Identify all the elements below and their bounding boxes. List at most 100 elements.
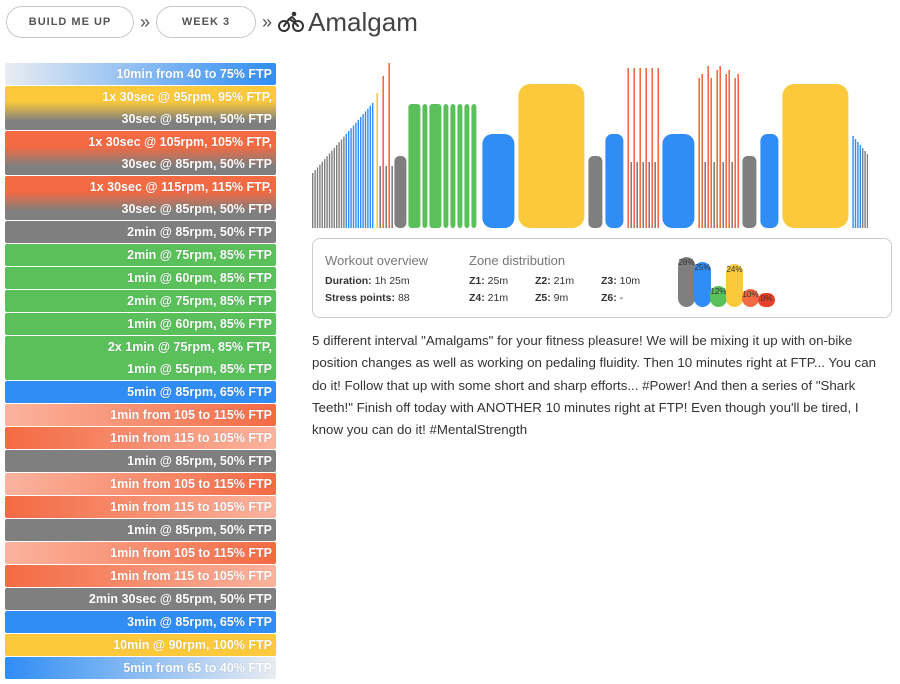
- zone-z4: Z4: 21m: [469, 292, 508, 304]
- workout-description: 5 different interval "Amalgams" for your…: [312, 333, 876, 438]
- workout-step: 1min @ 85rpm, 50% FTP: [5, 450, 276, 472]
- workout-step: 1x 30sec @ 115rpm, 115% FTP, 30sec @ 85rp…: [5, 176, 276, 220]
- breadcrumb-week-3[interactable]: WEEK 3: [156, 6, 257, 38]
- breadcrumb-build-me-up[interactable]: BUILD ME UP: [6, 6, 134, 38]
- profile-segment: [630, 162, 632, 228]
- profile-segment: [345, 133, 347, 228]
- workout-step: 1x 30sec @ 105rpm, 105% FTP, 30sec @ 85rp…: [5, 131, 276, 175]
- workout-step-text: 1min from 115 to 105% FTP: [110, 431, 272, 445]
- workout-step-text: 1min @ 60rpm, 85% FTP: [127, 271, 272, 285]
- zone-bar: 25%: [694, 262, 711, 307]
- profile-segment: [355, 122, 357, 228]
- zone-label: Z2:: [535, 275, 551, 287]
- zone-z1: Z1: 25m: [469, 275, 508, 287]
- profile-segment: [701, 74, 703, 228]
- workout-step: 2min @ 75rpm, 85% FTP: [5, 244, 276, 266]
- zone-bar: 0%: [758, 293, 775, 307]
- profile-segment: [367, 108, 369, 228]
- profile-segment: [443, 104, 449, 228]
- workout-step: 2x 1min @ 75rpm, 85% FTP, 1min @ 55rpm, 8…: [5, 336, 276, 380]
- workout-step-text: 2min @ 75rpm, 85% FTP: [127, 294, 272, 308]
- duration-row: Duration: 1h 25m: [325, 275, 410, 287]
- workout-step: 10min @ 90rpm, 100% FTP: [5, 634, 276, 656]
- profile-segment: [588, 156, 603, 228]
- workout-step-text: 3min @ 85rpm, 65% FTP: [127, 615, 272, 629]
- workout-step: 5min @ 85rpm, 65% FTP: [5, 381, 276, 403]
- profile-segment: [854, 139, 857, 228]
- profile-segment: [319, 164, 321, 228]
- profile-segment: [348, 131, 350, 228]
- workout-step: 3min @ 85rpm, 65% FTP: [5, 611, 276, 633]
- zone-label: Z4:: [469, 292, 485, 304]
- profile-segment: [704, 162, 706, 228]
- profile-segment: [316, 167, 319, 228]
- zone-value: 10m: [619, 275, 641, 287]
- profile-segment: [657, 68, 659, 228]
- duration-value: 1h 25m: [374, 275, 410, 287]
- profile-segment: [331, 150, 333, 228]
- zone-value: -: [619, 292, 624, 304]
- workout-step-text: 1x 30sec @ 105rpm, 105% FTP,: [88, 135, 272, 149]
- profile-segment: [362, 114, 364, 228]
- workout-step: 1min from 105 to 115% FTP: [5, 404, 276, 426]
- workout-overview-panel: Workout overview Duration: 1h 25m Stress…: [312, 238, 892, 318]
- workout-step: 1min @ 60rpm, 85% FTP: [5, 313, 276, 335]
- profile-segment: [457, 104, 463, 228]
- workout-step: 1min from 105 to 115% FTP: [5, 542, 276, 564]
- profile-segment: [376, 93, 378, 228]
- workout-step-text: 1min from 105 to 115% FTP: [110, 546, 272, 560]
- workout-step: 2min 30sec @ 85rpm, 50% FTP: [5, 588, 276, 610]
- workout-step-text: 10min from 40 to 75% FTP: [116, 67, 272, 81]
- profile-segment: [338, 142, 340, 228]
- profile-segment: [716, 70, 718, 228]
- profile-segment: [326, 156, 328, 228]
- profile-segment: [710, 78, 712, 228]
- zone-bar: 28%: [678, 257, 695, 307]
- workout-step: 1min @ 85rpm, 50% FTP: [5, 519, 276, 541]
- profile-segment: [742, 156, 757, 228]
- stress-label: Stress points:: [325, 292, 396, 304]
- profile-segment: [360, 117, 362, 228]
- profile-segment: [340, 139, 343, 228]
- profile-segment: [725, 74, 727, 228]
- profile-segment: [382, 76, 384, 228]
- workout-step-text: 2min 30sec @ 85rpm, 50% FTP: [88, 592, 272, 606]
- profile-segment: [713, 162, 715, 228]
- profile-segment: [314, 170, 316, 228]
- profile-segment: [737, 74, 739, 228]
- profile-segment: [429, 104, 442, 228]
- profile-segment: [350, 128, 352, 228]
- workout-step: 1min @ 60rpm, 85% FTP: [5, 267, 276, 289]
- zone-label: Z1:: [469, 275, 485, 287]
- page-title: Amalgam: [308, 7, 418, 37]
- profile-segment: [333, 147, 335, 228]
- profile-segment: [369, 105, 371, 228]
- workout-step-text: 30sec @ 85rpm, 50% FTP: [121, 157, 272, 171]
- zone-bar: 10%: [742, 289, 759, 307]
- zone-bar: 24%: [726, 264, 743, 307]
- workout-step-text: 1min @ 60rpm, 85% FTP: [127, 317, 272, 331]
- workout-step: 5min from 65 to 40% FTP: [5, 657, 276, 679]
- profile-segment: [343, 136, 345, 228]
- workout-step-text: 1x 30sec @ 115rpm, 115% FTP,: [89, 180, 272, 194]
- workout-step: 1min from 115 to 105% FTP: [5, 496, 276, 518]
- workout-step-text: 2min @ 85rpm, 50% FTP: [127, 225, 272, 239]
- profile-segment: [627, 68, 629, 228]
- profile-segment: [391, 166, 393, 228]
- workout-step: 1min from 115 to 105% FTP: [5, 427, 276, 449]
- profile-segment: [357, 119, 359, 228]
- workout-step-text: 1min from 105 to 115% FTP: [110, 477, 272, 491]
- profile-segment: [388, 63, 390, 228]
- profile-segment: [642, 162, 644, 228]
- profile-segment: [352, 125, 355, 228]
- zone-value: 21m: [553, 275, 575, 287]
- profile-segment: [639, 68, 641, 228]
- workout-step-text: 1min from 105 to 115% FTP: [110, 408, 272, 422]
- duration-label: Duration:: [325, 275, 372, 287]
- profile-segment: [864, 151, 866, 228]
- workout-step-text: 1min @ 55rpm, 85% FTP: [127, 362, 272, 376]
- profile-segment: [654, 162, 656, 228]
- profile-segment: [518, 84, 585, 228]
- profile-segment: [364, 111, 367, 228]
- profile-segment: [324, 159, 326, 228]
